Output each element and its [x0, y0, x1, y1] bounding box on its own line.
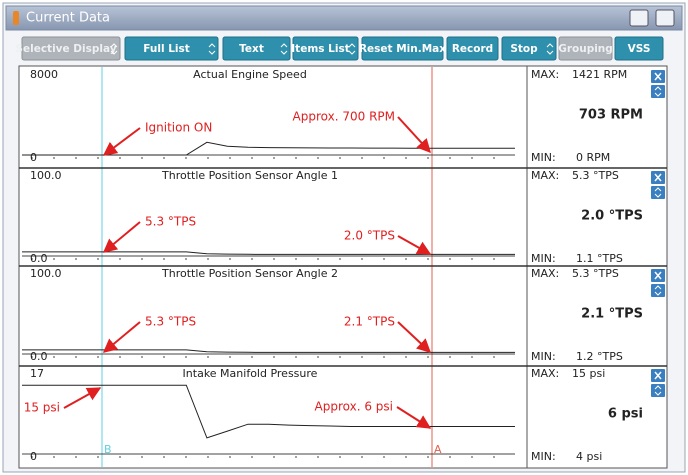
menu-button[interactable]: [655, 9, 675, 27]
min-label: MIN:: [531, 450, 556, 463]
annotation-arrow: [397, 235, 432, 255]
resize-icon: [654, 285, 662, 296]
panel-title: Throttle Position Sensor Angle 2: [161, 267, 338, 280]
resize-icon: [654, 385, 662, 396]
dropdown-arrow: [110, 43, 118, 55]
current-value: 6 psi: [608, 407, 643, 422]
max-label: MAX:: [531, 68, 559, 81]
max-value: 5.3 °TPS: [572, 267, 619, 280]
annotation: Ignition ON: [145, 121, 212, 135]
toolbar-button-label: Grouping: [558, 43, 613, 55]
toolbar-button[interactable]: [292, 36, 359, 61]
annotation: 15 psi: [24, 401, 60, 415]
toolbar-button[interactable]: [558, 36, 613, 61]
min-value: 4 psi: [576, 450, 602, 463]
graph-area: [18, 65, 668, 469]
scale-bottom-label: 0: [30, 450, 37, 463]
toolbar-button-label: Full List: [143, 43, 190, 55]
max-label: MAX:: [531, 267, 559, 280]
app-icon: [13, 11, 19, 25]
dropdown-arrow: [280, 43, 288, 55]
close-icon: [654, 371, 662, 380]
scale-top-label: 100.0: [30, 169, 62, 182]
max-value: 15 psi: [572, 367, 605, 380]
panel-title: Throttle Position Sensor Angle 1: [161, 169, 338, 182]
scale-bottom-label: 0: [30, 151, 37, 164]
annotation-arrow: [396, 406, 432, 429]
current-value: 2.0 °TPS: [581, 209, 643, 224]
annotation-arrow: [102, 221, 141, 253]
cursor-b-label: B: [104, 443, 112, 456]
scale-bottom-label: 0.0: [30, 252, 48, 265]
toolbar-button[interactable]: [614, 36, 664, 61]
annotation: 2.0 °TPS: [344, 229, 395, 243]
toolbar-button[interactable]: [501, 36, 557, 61]
resize-button[interactable]: [651, 85, 665, 98]
toolbar-button[interactable]: [124, 36, 219, 61]
scale-top-label: 8000: [30, 68, 58, 81]
panel-title: Actual Engine Speed: [193, 68, 307, 81]
resize-icon: [654, 187, 662, 198]
resize-button[interactable]: [651, 384, 665, 397]
toolbar-button-label: Record: [452, 43, 493, 55]
annotation-arrow: [63, 387, 102, 409]
min-label: MIN:: [531, 252, 556, 265]
annotation-arrow: [102, 127, 141, 156]
annotation-arrow: [102, 321, 141, 353]
panel-title: Intake Manifold Pressure: [183, 367, 318, 380]
max-label: MAX:: [531, 367, 559, 380]
close-icon: [654, 271, 662, 280]
title-bar: [5, 5, 683, 31]
trace-line: [22, 384, 515, 439]
min-value: 1.1 °TPS: [576, 252, 623, 265]
window-title: Current Data: [26, 11, 110, 26]
max-value: 1421 RPM: [572, 68, 627, 81]
scale-bottom-label: 0.0: [30, 350, 48, 363]
toolbar-button-label: Text: [239, 43, 264, 55]
current-value: 2.1 °TPS: [581, 307, 643, 322]
toolbar-button-label: Items List: [291, 43, 349, 55]
toolbar-button-label: Selective Display: [15, 43, 116, 55]
toolbar-button-label: Stop: [510, 43, 538, 55]
dropdown-arrow: [208, 43, 216, 55]
annotation: Approx. 700 RPM: [293, 110, 395, 124]
resize-button[interactable]: [651, 186, 665, 199]
min-value: 0 RPM: [576, 151, 610, 164]
toolbar-button-label: VSS: [628, 43, 651, 55]
annotation: Approx. 6 psi: [315, 400, 393, 414]
toolbar-button[interactable]: [446, 36, 499, 61]
dropdown-arrow: [546, 43, 554, 55]
resize-icon: [654, 86, 662, 97]
resize-button[interactable]: [651, 284, 665, 297]
max-value: 5.3 °TPS: [572, 169, 619, 182]
min-label: MIN:: [531, 151, 556, 164]
annotation: 5.3 °TPS: [145, 315, 196, 329]
refresh-button[interactable]: [629, 9, 649, 27]
close-icon: [654, 72, 662, 81]
annotation-arrow: [397, 321, 432, 353]
current-value: 703 RPM: [579, 108, 643, 123]
toolbar-button[interactable]: [21, 36, 121, 61]
min-value: 1.2 °TPS: [576, 350, 623, 363]
annotation-arrow: [397, 116, 431, 154]
annotation: 2.1 °TPS: [344, 315, 395, 329]
dropdown-arrow: [348, 43, 356, 55]
close-icon: [654, 173, 662, 182]
max-label: MAX:: [531, 169, 559, 182]
toolbar-button[interactable]: [222, 36, 291, 61]
scale-top-label: 17: [30, 367, 44, 380]
annotation: 5.3 °TPS: [145, 215, 196, 229]
toolbar-button[interactable]: [361, 36, 444, 61]
cursor-a-label: A: [434, 443, 442, 456]
scale-top-label: 100.0: [30, 267, 62, 280]
min-label: MIN:: [531, 350, 556, 363]
toolbar-button-label: Reset Min.Max: [359, 43, 446, 55]
